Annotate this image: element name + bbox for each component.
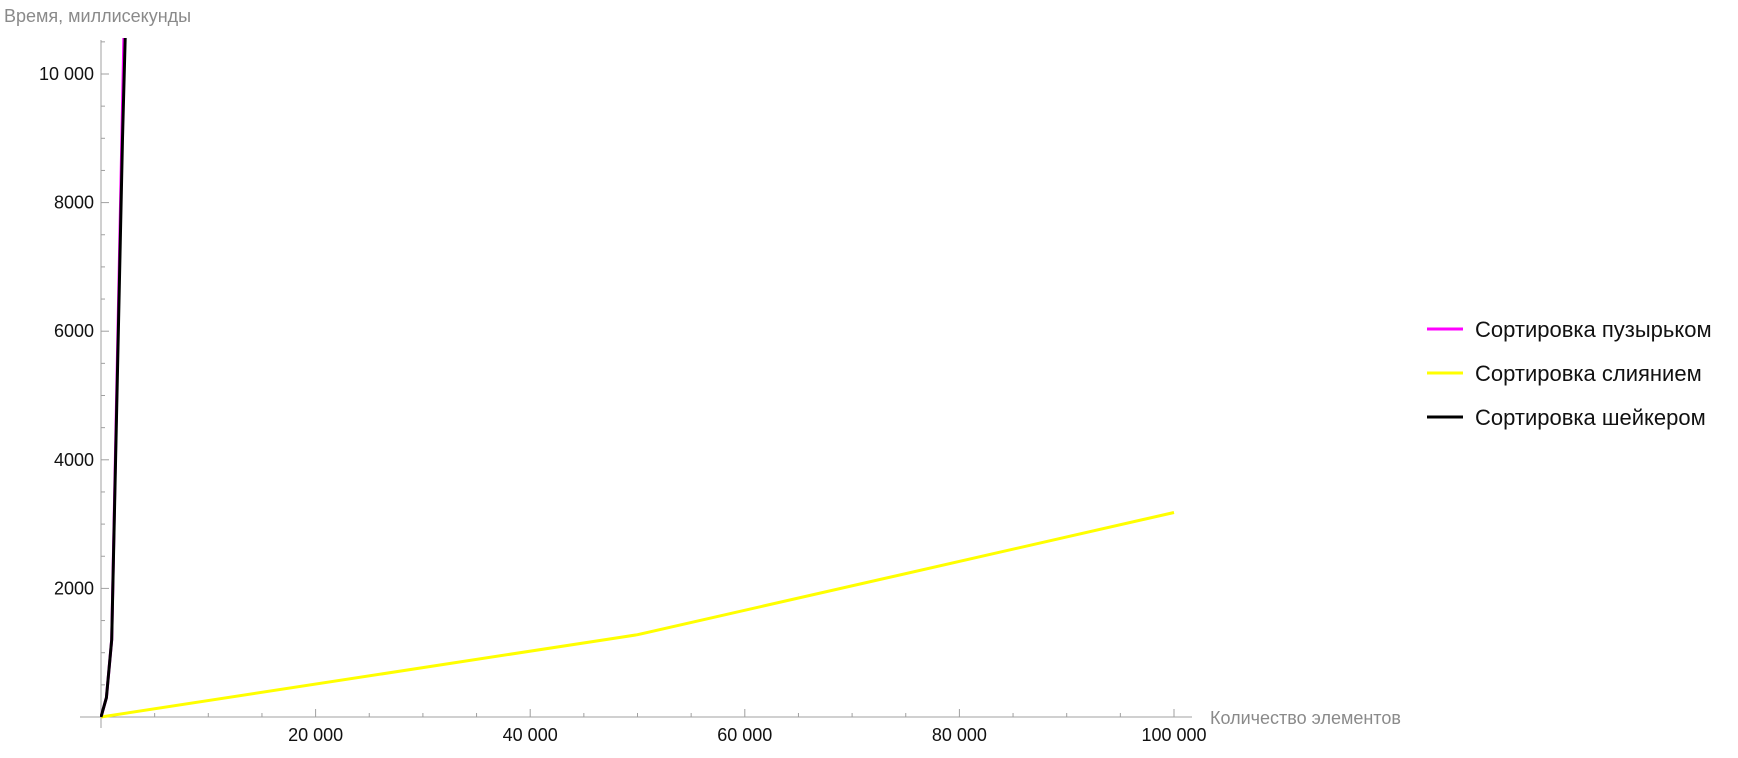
legend: Сортировка пузырьком Сортировка слиянием С…	[1427, 317, 1712, 430]
series-line-2	[100, 511, 1175, 719]
y-tick-label: 10 000	[39, 64, 94, 84]
y-axis-title: Время, миллисекунды	[4, 6, 191, 26]
axes	[80, 40, 1192, 728]
series-line-3	[100, 38, 127, 718]
y-tick-label: 8000	[54, 193, 94, 213]
x-tick-label: 100 000	[1141, 725, 1206, 745]
ticks: 20 000 40 000 60 000 80 000 100 000 2000 4000 6…	[39, 41, 1207, 745]
legend-label: Сортировка пузырьком	[1475, 317, 1712, 342]
legend-label: Сортировка шейкером	[1475, 405, 1706, 430]
x-tick-label: 40 000	[503, 725, 558, 745]
series-lines	[100, 38, 1175, 719]
y-tick-label: 4000	[54, 450, 94, 470]
x-tick-label: 20 000	[288, 725, 343, 745]
y-tick-label: 6000	[54, 321, 94, 341]
x-tick-label: 60 000	[717, 725, 772, 745]
x-axis-title: Количество элементов	[1210, 708, 1401, 728]
y-tick-label: 2000	[54, 578, 94, 598]
legend-label: Сортировка слиянием	[1475, 361, 1702, 386]
x-tick-label: 80 000	[932, 725, 987, 745]
